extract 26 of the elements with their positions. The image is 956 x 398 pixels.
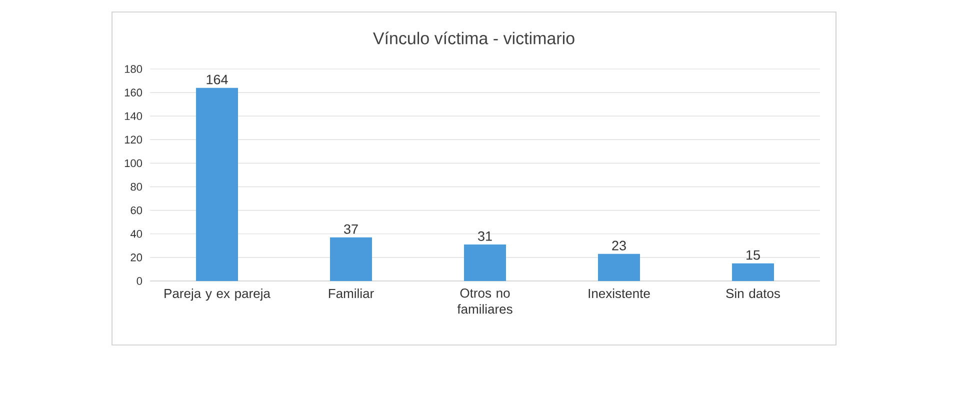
x-tick-label: Inexistente	[588, 288, 650, 298]
x-tick-label: Otros no familiares	[457, 288, 512, 314]
y-tick-label: 100	[124, 159, 142, 168]
y-tick-label: 140	[124, 112, 142, 120]
y-tick-label: 80	[130, 182, 142, 191]
data-label: 37	[344, 224, 358, 234]
bar	[196, 88, 238, 281]
data-label: 15	[746, 250, 760, 260]
y-tick-label: 160	[124, 88, 142, 96]
data-label: 23	[612, 240, 626, 250]
y-tick-label: 120	[124, 136, 142, 144]
x-tick-label: Sin datos	[726, 288, 780, 298]
y-tick-label: 20	[130, 254, 142, 262]
y-tick-label: 60	[130, 206, 142, 214]
y-tick-label: 40	[130, 230, 142, 238]
data-label: 164	[206, 74, 228, 84]
bar	[732, 263, 774, 281]
chart-title: Vínculo víctima - victimario	[373, 32, 574, 44]
y-tick-label: 180	[124, 65, 142, 73]
x-tick-label: Pareja y ex pareja	[164, 288, 270, 301]
bar	[464, 244, 506, 281]
bar	[330, 237, 372, 281]
x-tick-label: Familiar	[328, 288, 374, 298]
y-tick-label: 0	[136, 277, 142, 285]
data-label: 31	[478, 231, 492, 241]
bar	[598, 254, 640, 281]
